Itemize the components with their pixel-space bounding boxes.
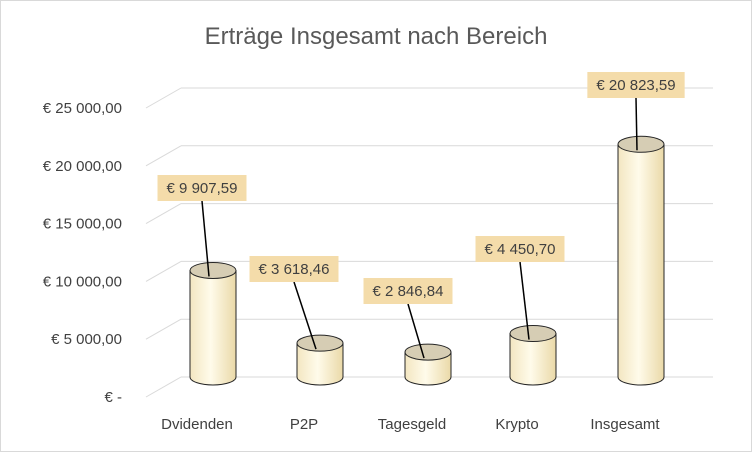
bar-body <box>296 342 344 386</box>
x-tick-label: Krypto <box>495 416 538 433</box>
data-labels: € 9 907,59 € 3 618,46 € 2 846,84 € 4 450,70… <box>157 72 685 304</box>
x-tick-label: Tagesgeld <box>378 416 446 433</box>
bar-top <box>404 343 452 361</box>
y-tick-label: € 20 000,00 <box>43 158 122 175</box>
y-tick-label: € 15 000,00 <box>43 216 122 233</box>
bar-body <box>189 269 237 386</box>
bar-body <box>404 351 452 386</box>
data-label: € 9 907,59 <box>167 180 238 197</box>
bar-top <box>296 334 344 352</box>
bar-dvidenden <box>189 261 237 386</box>
leader-line <box>407 303 425 359</box>
leader-line <box>635 97 638 151</box>
bar-top <box>189 261 237 279</box>
leader-line <box>293 281 317 350</box>
bar-body <box>509 333 557 386</box>
bar-p2p <box>296 334 344 386</box>
gridline-diagonal <box>145 145 182 167</box>
gridline-diagonal <box>145 203 182 225</box>
gridline-diagonal <box>145 376 182 398</box>
y-tick-label: € 5 000,00 <box>51 331 122 348</box>
data-label-background <box>363 278 453 304</box>
data-label-background <box>475 236 565 262</box>
bar-insgesamt <box>617 135 665 386</box>
gridline-diagonal <box>145 87 182 109</box>
data-label-leader-lines <box>201 97 638 359</box>
y-tick-label: € 10 000,00 <box>43 273 122 290</box>
bar-krypto <box>509 325 557 386</box>
data-label: € 4 450,70 <box>485 241 556 258</box>
leader-line <box>519 261 530 340</box>
bar-body <box>617 143 665 386</box>
data-label: € 2 846,84 <box>373 283 444 300</box>
y-tick-label: € 25 000,00 <box>43 100 122 117</box>
data-label: € 3 618,46 <box>259 261 330 278</box>
x-tick-label: Dvidenden <box>161 416 233 433</box>
bar-top <box>509 325 557 343</box>
x-tick-label: Insgesamt <box>590 416 660 433</box>
leader-line <box>201 200 210 277</box>
data-label: € 20 823,59 <box>596 77 675 94</box>
data-label-background <box>249 256 339 282</box>
bar-top <box>617 135 665 153</box>
bar-tagesgeld <box>404 343 452 386</box>
gridline-diagonal <box>145 260 182 282</box>
bars <box>189 135 665 386</box>
y-axis-tick-labels: € - € 5 000,00 € 10 000,00 € 15 000,00 € 20 … <box>43 100 122 406</box>
gridline-diagonal <box>145 318 182 340</box>
chart-title: Erträge Insgesamt nach Bereich <box>205 23 548 50</box>
data-label-background <box>157 175 247 201</box>
y-tick-label: € - <box>104 389 122 406</box>
data-label-background <box>587 72 685 98</box>
x-tick-label: P2P <box>290 416 318 433</box>
x-axis-category-labels: Dvidenden P2P Tagesgeld Krypto Insgesamt <box>161 416 660 433</box>
